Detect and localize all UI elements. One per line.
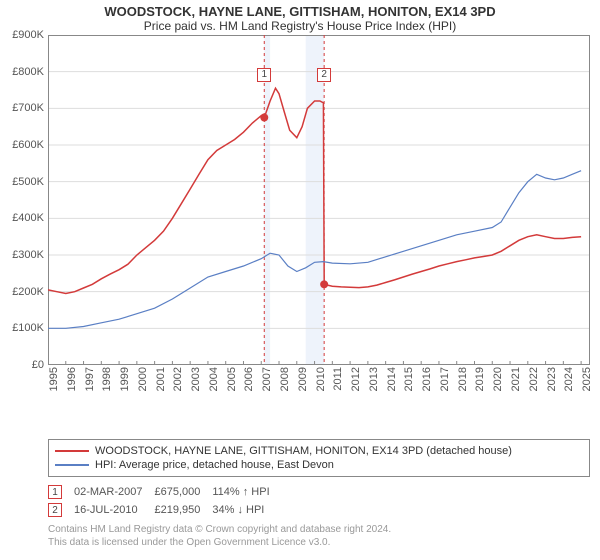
y-tick-label: £100K bbox=[12, 322, 48, 334]
sale-date: 16-JUL-2010 bbox=[74, 501, 154, 519]
x-tick-label: 2002 bbox=[172, 367, 184, 391]
y-tick-label: £700K bbox=[12, 102, 48, 114]
x-tick-label: 2017 bbox=[439, 367, 451, 391]
sale-index-box: 1 bbox=[48, 485, 62, 499]
sale-marker-label: 1 bbox=[257, 68, 271, 82]
legend-swatch bbox=[55, 450, 89, 452]
y-tick-label: £0 bbox=[32, 359, 48, 371]
x-tick-label: 2004 bbox=[208, 367, 220, 391]
y-tick-label: £500K bbox=[12, 176, 48, 188]
x-tick-label: 2025 bbox=[581, 367, 593, 391]
x-tick-label: 2000 bbox=[137, 367, 149, 391]
legend-item: WOODSTOCK, HAYNE LANE, GITTISHAM, HONITO… bbox=[55, 444, 583, 458]
x-tick-label: 2013 bbox=[368, 367, 380, 391]
sales-table: 1 02-MAR-2007£675,000114% ↑ HPI 2 16-JUL-20… bbox=[48, 483, 282, 519]
footer-line-1: Contains HM Land Registry data © Crown c… bbox=[48, 523, 590, 536]
x-tick-label: 2003 bbox=[190, 367, 202, 391]
legend-label: WOODSTOCK, HAYNE LANE, GITTISHAM, HONITO… bbox=[95, 445, 512, 457]
x-tick-label: 2011 bbox=[332, 367, 344, 391]
sale-date: 02-MAR-2007 bbox=[74, 483, 154, 501]
x-tick-label: 2024 bbox=[563, 367, 575, 391]
sale-price: £219,950 bbox=[154, 501, 212, 519]
sales-row: 1 02-MAR-2007£675,000114% ↑ HPI bbox=[48, 483, 282, 501]
chart-svg bbox=[48, 35, 590, 365]
plot-area: £0£100K£200K£300K£400K£500K£600K£700K£80… bbox=[48, 35, 590, 405]
chart-title: WOODSTOCK, HAYNE LANE, GITTISHAM, HONITO… bbox=[0, 4, 600, 19]
x-tick-label: 2019 bbox=[474, 367, 486, 391]
sale-price: £675,000 bbox=[154, 483, 212, 501]
chart-container: WOODSTOCK, HAYNE LANE, GITTISHAM, HONITO… bbox=[0, 0, 600, 549]
x-tick-label: 2021 bbox=[510, 367, 522, 391]
footer-attribution: Contains HM Land Registry data © Crown c… bbox=[48, 523, 590, 549]
x-tick-label: 1996 bbox=[66, 367, 78, 391]
x-tick-label: 2007 bbox=[261, 367, 273, 391]
x-tick-label: 2020 bbox=[492, 367, 504, 391]
x-tick-label: 2006 bbox=[243, 367, 255, 391]
titles: WOODSTOCK, HAYNE LANE, GITTISHAM, HONITO… bbox=[0, 0, 600, 35]
x-tick-label: 1995 bbox=[48, 367, 60, 391]
x-tick-label: 2009 bbox=[297, 367, 309, 391]
x-tick-label: 2001 bbox=[155, 367, 167, 391]
sale-marker-label: 2 bbox=[317, 68, 331, 82]
x-tick-label: 1997 bbox=[84, 367, 96, 391]
y-tick-label: £400K bbox=[12, 212, 48, 224]
x-tick-label: 1998 bbox=[101, 367, 113, 391]
sales-row: 2 16-JUL-2010£219,95034% ↓ HPI bbox=[48, 501, 282, 519]
y-tick-label: £600K bbox=[12, 139, 48, 151]
legend: WOODSTOCK, HAYNE LANE, GITTISHAM, HONITO… bbox=[48, 439, 590, 477]
x-tick-label: 2014 bbox=[386, 367, 398, 391]
x-tick-label: 2005 bbox=[226, 367, 238, 391]
legend-item: HPI: Average price, detached house, East… bbox=[55, 458, 583, 472]
sale-index-box: 2 bbox=[48, 503, 62, 517]
x-tick-label: 2012 bbox=[350, 367, 362, 391]
footer-line-2: This data is licensed under the Open Gov… bbox=[48, 536, 590, 549]
chart-subtitle: Price paid vs. HM Land Registry's House … bbox=[0, 19, 600, 33]
y-tick-label: £300K bbox=[12, 249, 48, 261]
x-tick-label: 2018 bbox=[457, 367, 469, 391]
legend-swatch bbox=[55, 464, 89, 466]
x-tick-label: 2008 bbox=[279, 367, 291, 391]
x-tick-label: 2015 bbox=[403, 367, 415, 391]
y-tick-label: £200K bbox=[12, 286, 48, 298]
y-tick-label: £900K bbox=[12, 29, 48, 41]
sale-delta: 34% ↓ HPI bbox=[212, 501, 281, 519]
x-tick-label: 2010 bbox=[315, 367, 327, 391]
sale-delta: 114% ↑ HPI bbox=[212, 483, 281, 501]
x-tick-label: 2023 bbox=[546, 367, 558, 391]
legend-label: HPI: Average price, detached house, East… bbox=[95, 459, 334, 471]
y-tick-label: £800K bbox=[12, 66, 48, 78]
x-tick-label: 1999 bbox=[119, 367, 131, 391]
x-tick-label: 2022 bbox=[528, 367, 540, 391]
x-tick-label: 2016 bbox=[421, 367, 433, 391]
